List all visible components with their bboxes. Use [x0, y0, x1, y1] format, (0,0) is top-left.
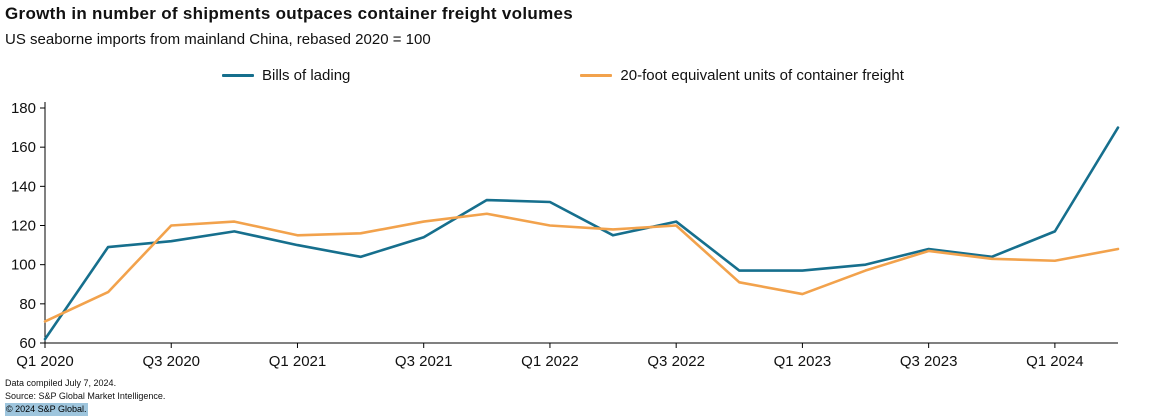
- line-chart: 60 80 100 120 140 160 180 Q1 2020 Q3 2020 Q1 2021…: [0, 94, 1162, 376]
- x-tick-label: Q3 2022: [647, 353, 705, 370]
- y-tick-label: 160: [11, 139, 36, 156]
- legend-swatch-bills-of-lading: [222, 74, 254, 77]
- footer-source: Source: S&P Global Market Intelligence.: [5, 391, 166, 401]
- line-chart-svg: 60 80 100 120 140 160 180 Q1 2020 Q3 2020 Q1 2021…: [11, 100, 1120, 370]
- footer-compiled: Data compiled July 7, 2024.: [5, 378, 117, 388]
- page-title: Growth in number of shipments outpaces c…: [5, 4, 573, 23]
- legend-swatch-teu-container-freight: [580, 74, 613, 77]
- chart-legend: Bills of lading 20-foot equivalent units…: [0, 67, 1162, 84]
- y-tick-label: 80: [19, 296, 36, 313]
- x-tick-label: Q1 2024: [1026, 353, 1084, 370]
- y-tick-label: 180: [11, 100, 36, 117]
- x-tick-label: Q1 2023: [774, 353, 832, 370]
- x-tick-label: Q1 2022: [521, 353, 579, 370]
- x-tick-label: Q3 2021: [395, 353, 453, 370]
- series-line-20-foot-equivalent-units-of-container-freight: [43, 212, 1120, 323]
- legend-item-bills-of-lading: Bills of lading: [222, 67, 350, 84]
- y-tick-label: 140: [11, 178, 36, 195]
- series-line-bills-of-lading: [43, 126, 1120, 341]
- legend-label: Bills of lading: [262, 67, 351, 84]
- page-subtitle: US seaborne imports from mainland China,…: [5, 31, 431, 48]
- x-tick-label: Q1 2020: [16, 353, 74, 370]
- legend-item-teu-container-freight: 20-foot equivalent units of container fr…: [580, 67, 904, 84]
- footer-copyright: © 2024 S&P Global.: [5, 403, 88, 416]
- x-tick-label: Q3 2020: [142, 353, 200, 370]
- y-tick-label: 120: [11, 218, 36, 235]
- chart-footer: Data compiled July 7, 2024. Source: S&P …: [5, 377, 165, 416]
- y-tick-label: 100: [11, 257, 36, 274]
- y-tick-label: 60: [19, 335, 36, 352]
- x-tick-label: Q3 2023: [900, 353, 958, 370]
- x-tick-label: Q1 2021: [269, 353, 327, 370]
- legend-label: 20-foot equivalent units of container fr…: [620, 67, 904, 84]
